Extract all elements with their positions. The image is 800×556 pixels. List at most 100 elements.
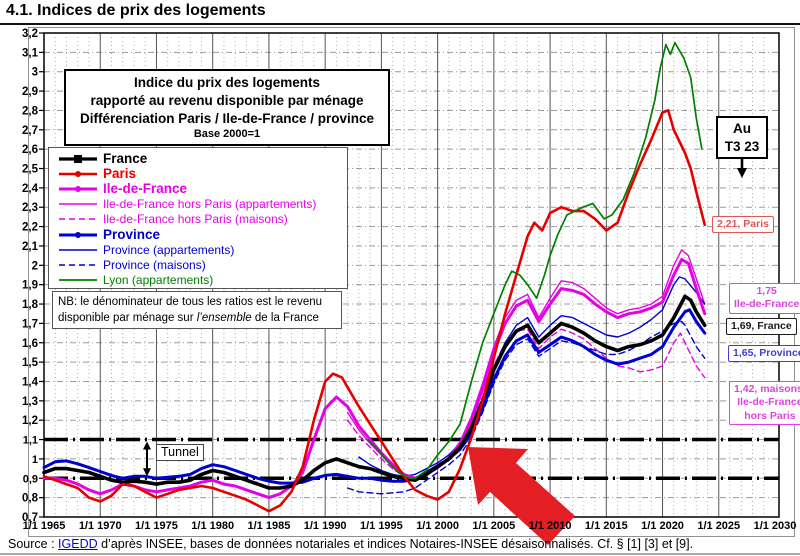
legend-box: France Paris Ile-de-France Ile-de-France ho… (48, 147, 348, 289)
x-axis-label: 1/1 1995 (360, 520, 403, 532)
y-axis-label: 2,6 (22, 144, 38, 156)
series-province-maisons- (346, 320, 706, 495)
note-text-end: de la France (251, 312, 319, 325)
legend-item: Province (58, 227, 347, 242)
x-axis-label: 1/1 1980 (191, 520, 234, 532)
legend-line-sample (59, 170, 97, 177)
legend-label: Lyon (appartements) (103, 273, 214, 288)
legend-label: Ile-de-France hors Paris (maisons) (103, 212, 288, 227)
y-axis-label: 2 (32, 260, 38, 272)
tunnel-label: Tunnel (156, 444, 204, 461)
y-axis-label: 2,4 (22, 183, 39, 195)
endpoint-label-ile-de-france: 1,75 Ile-de-France (729, 283, 800, 314)
series-france (42, 294, 707, 490)
endpoint-label-maisons-idf-hors-paris: 1,42, maisons, Ile-de-France hors Paris (729, 381, 800, 426)
legend-line-sample (59, 154, 97, 163)
series-province (42, 308, 707, 485)
x-axis-label: 1/1 2015 (585, 520, 628, 532)
legend-line-sample (59, 279, 97, 281)
legend-label: Paris (103, 166, 137, 182)
source-link-igedd[interactable]: IGEDD (58, 537, 98, 551)
y-axis-label: 3,1 (22, 47, 39, 59)
legend-line-sample (59, 203, 97, 205)
legend-label: Province (appartements) (103, 242, 235, 257)
y-axis-label: 2,8 (22, 105, 39, 117)
y-axis-label: 1,7 (22, 318, 38, 330)
as-of-arrow-head (737, 168, 747, 178)
legend-item: Paris (58, 166, 347, 181)
x-axis-label: 1/1 2030 (754, 520, 797, 532)
note-text: NB: le dénominateur de tous les ratios e… (58, 296, 323, 325)
series-lyon-appartements- (365, 41, 703, 480)
red-arrow (468, 447, 575, 545)
series-province-appartements- (358, 276, 706, 477)
legend-label: Ile-de-France (103, 181, 188, 197)
y-axis-label: 1,1 (23, 435, 38, 447)
x-axis-label: 1/1 1965 (23, 520, 66, 532)
legend-label: Province (maisons) (103, 257, 206, 272)
x-axis-label: 1/1 2020 (641, 520, 684, 532)
y-axis-label: 3 (32, 67, 38, 79)
tunnel-arrow-head-up (143, 441, 151, 450)
x-axis-label: 1/1 2025 (697, 520, 740, 532)
y-axis-label: 1,2 (22, 415, 38, 427)
y-axis-label: 0,9 (23, 473, 38, 485)
legend-line-sample (59, 231, 97, 238)
note-box: NB: le dénominateur de tous les ratios e… (52, 291, 342, 330)
endpoint-label-province: 1,65, Province (728, 345, 800, 363)
legend-item: Ile-de-France (58, 181, 347, 196)
x-axis-label: 1/1 1975 (135, 520, 178, 532)
y-axis-label: 0,7 (22, 512, 38, 524)
legend-label: Ile-de-France hors Paris (appartements) (103, 197, 317, 212)
legend-label: Province (103, 227, 161, 243)
legend-line-sample (59, 249, 97, 251)
chart-title-base: Base 2000=1 (193, 128, 261, 141)
y-axis-label: 1,4 (22, 376, 39, 388)
legend-item: Ile-de-France hors Paris (maisons) (58, 212, 347, 227)
y-axis-label: 2,7 (22, 125, 38, 137)
x-axis-label: 1/1 1970 (79, 520, 122, 532)
x-axis-label: 1/1 1990 (304, 520, 347, 532)
x-axis-label: 1/1 2000 (416, 520, 459, 532)
y-axis-label: 2,5 (22, 164, 39, 176)
x-axis-label: 1/1 2010 (529, 520, 572, 532)
chart-title-line2: rapporté au revenu disponible par ménage (90, 92, 364, 108)
legend-line-sample (59, 264, 97, 266)
legend-item: France (58, 151, 347, 166)
source-rest: d’après INSEE, bases de données notarial… (97, 537, 694, 551)
legend-item: Ile-de-France hors Paris (appartements) (58, 197, 347, 212)
y-axis-label: 0,8 (22, 493, 39, 505)
legend-item: Province (appartements) (58, 242, 347, 257)
legend-label: France (103, 151, 148, 167)
y-axis-label: 2,3 (22, 202, 38, 214)
y-axis-label: 2,2 (22, 222, 38, 234)
chart-title-line3: Différenciation Paris / Ile-de-France / … (79, 110, 375, 126)
legend-line-sample (59, 185, 97, 192)
legend-item: Lyon (appartements) (58, 273, 347, 288)
y-axis-label: 1,8 (22, 299, 39, 311)
y-axis-label: 2,9 (22, 86, 38, 98)
chart-title-box: Indice du prix des logements rapporté au… (64, 69, 390, 146)
as-of-line1: Au (733, 121, 751, 136)
y-axis-label: 2,1 (22, 241, 39, 253)
source-line: Source : IGEDD d’après INSEE, bases de d… (8, 537, 693, 551)
x-axis-label: 1/1 1985 (248, 520, 291, 532)
page-title: 4.1. Indices de prix des logements (0, 0, 800, 25)
bottom-divider (0, 553, 800, 555)
series-paris (42, 109, 707, 513)
chart-title-line1: Indice du prix des logements (133, 75, 321, 90)
x-axis-label: 1/1 2005 (472, 520, 515, 532)
note-italic: l’ensemble (196, 312, 252, 325)
y-axis-label: 1,9 (22, 280, 38, 292)
as-of-line2: T3 23 (724, 138, 760, 154)
endpoint-label-france: 1,69, France (726, 318, 797, 336)
legend-line-sample (59, 218, 97, 221)
legend-item: Province (maisons) (58, 257, 347, 272)
y-axis-label: 3,2 (22, 28, 38, 40)
as-of-label: Au T3 23 (716, 116, 768, 160)
y-axis-label: 1,5 (22, 357, 39, 369)
source-prefix: Source : (8, 537, 59, 551)
y-axis-label: 1,3 (22, 396, 38, 408)
plot-border (43, 32, 780, 518)
endpoint-label-paris: 2,21, Paris (712, 216, 774, 234)
